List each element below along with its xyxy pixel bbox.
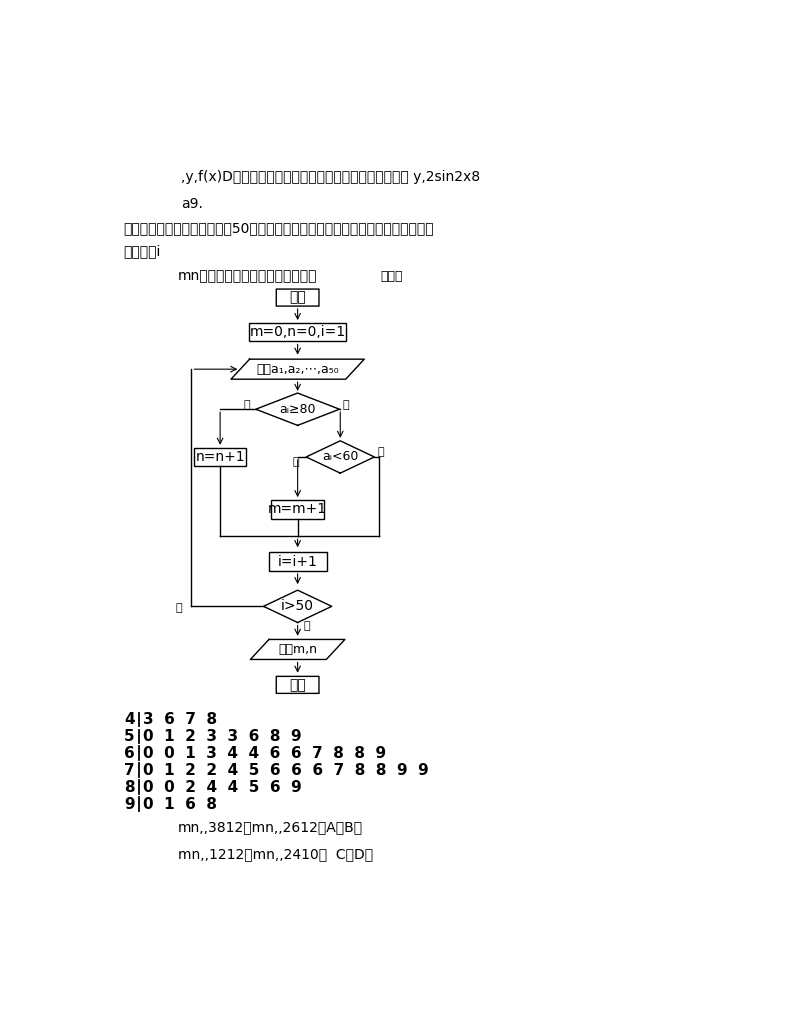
Text: 是: 是 <box>243 400 250 409</box>
Text: m=0,n=0,i=1: m=0,n=0,i=1 <box>250 325 346 339</box>
Text: 9: 9 <box>124 797 134 812</box>
FancyBboxPatch shape <box>276 677 319 693</box>
Text: i=i+1: i=i+1 <box>278 554 318 569</box>
Text: 4: 4 <box>124 712 134 727</box>
Text: 0  0  2  4  4  5  6  9: 0 0 2 4 4 5 6 9 <box>143 780 302 795</box>
Text: 5: 5 <box>124 729 134 744</box>
Polygon shape <box>306 440 374 473</box>
Text: 0  0  1  3  4  4  6  6  7  8  8  9: 0 0 1 3 4 4 6 6 7 8 8 9 <box>143 746 386 760</box>
FancyBboxPatch shape <box>194 448 246 466</box>
Text: 否: 否 <box>342 400 350 409</box>
Text: mn，生成绩，则输出的分别是（）: mn，生成绩，则输出的分别是（） <box>178 269 317 283</box>
Text: i>50: i>50 <box>281 600 314 613</box>
Text: aᵢ≥80: aᵢ≥80 <box>279 403 316 415</box>
Text: m=m+1: m=m+1 <box>268 502 327 516</box>
FancyBboxPatch shape <box>269 552 326 571</box>
Text: 输出m,n: 输出m,n <box>278 643 317 656</box>
Text: a9.: a9. <box>182 197 203 210</box>
Text: mn,,1212，mn,,2410，  C．D（: mn,,1212，mn,,2410， C．D（ <box>178 847 373 861</box>
Text: 结束: 结束 <box>290 678 306 692</box>
Text: 8: 8 <box>124 780 134 795</box>
Text: mn,,3812，mn,,2612，A（B（: mn,,3812，mn,,2612，A（B（ <box>178 821 362 834</box>
Polygon shape <box>231 359 364 379</box>
Polygon shape <box>263 591 332 623</box>
Text: ,y,f(x)D（将函数的图像向左平移个单位，可得到的图像 y,2sin2x8: ,y,f(x)D（将函数的图像向左平移个单位，可得到的图像 y,2sin2x8 <box>182 170 481 183</box>
Text: n=n+1: n=n+1 <box>195 450 245 464</box>
FancyBboxPatch shape <box>249 323 346 342</box>
Text: 如图所示的茎叶图为高三某班50名学生的化学考试成绩，算法框图中输入的为茎叶: 如图所示的茎叶图为高三某班50名学生的化学考试成绩，算法框图中输入的为茎叶 <box>123 222 434 235</box>
Text: 开始: 开始 <box>290 290 306 305</box>
Text: 附视图: 附视图 <box>381 269 403 283</box>
Text: 是: 是 <box>378 448 384 457</box>
Text: 0  1  2  2  4  5  6  6  6  7  8  8  9  9: 0 1 2 2 4 5 6 6 6 7 8 8 9 9 <box>143 762 429 778</box>
FancyBboxPatch shape <box>276 289 319 306</box>
Text: 否: 否 <box>176 603 182 613</box>
Text: aᵢ<60: aᵢ<60 <box>322 451 358 463</box>
Text: 图中的学i: 图中的学i <box>123 244 161 258</box>
Text: 6: 6 <box>124 746 135 760</box>
Text: 是: 是 <box>304 622 310 631</box>
Text: 0  1  6  8: 0 1 6 8 <box>143 797 218 812</box>
FancyBboxPatch shape <box>271 500 324 519</box>
Text: 7: 7 <box>124 762 134 778</box>
Polygon shape <box>256 393 339 426</box>
Polygon shape <box>250 639 345 660</box>
Text: 3  6  7  8: 3 6 7 8 <box>143 712 218 727</box>
Text: 否: 否 <box>292 457 299 466</box>
Text: 0  1  2  3  3  6  8  9: 0 1 2 3 3 6 8 9 <box>143 729 302 744</box>
Text: 输入a₁,a₂,⋯,a₅₀: 输入a₁,a₂,⋯,a₅₀ <box>256 363 339 376</box>
